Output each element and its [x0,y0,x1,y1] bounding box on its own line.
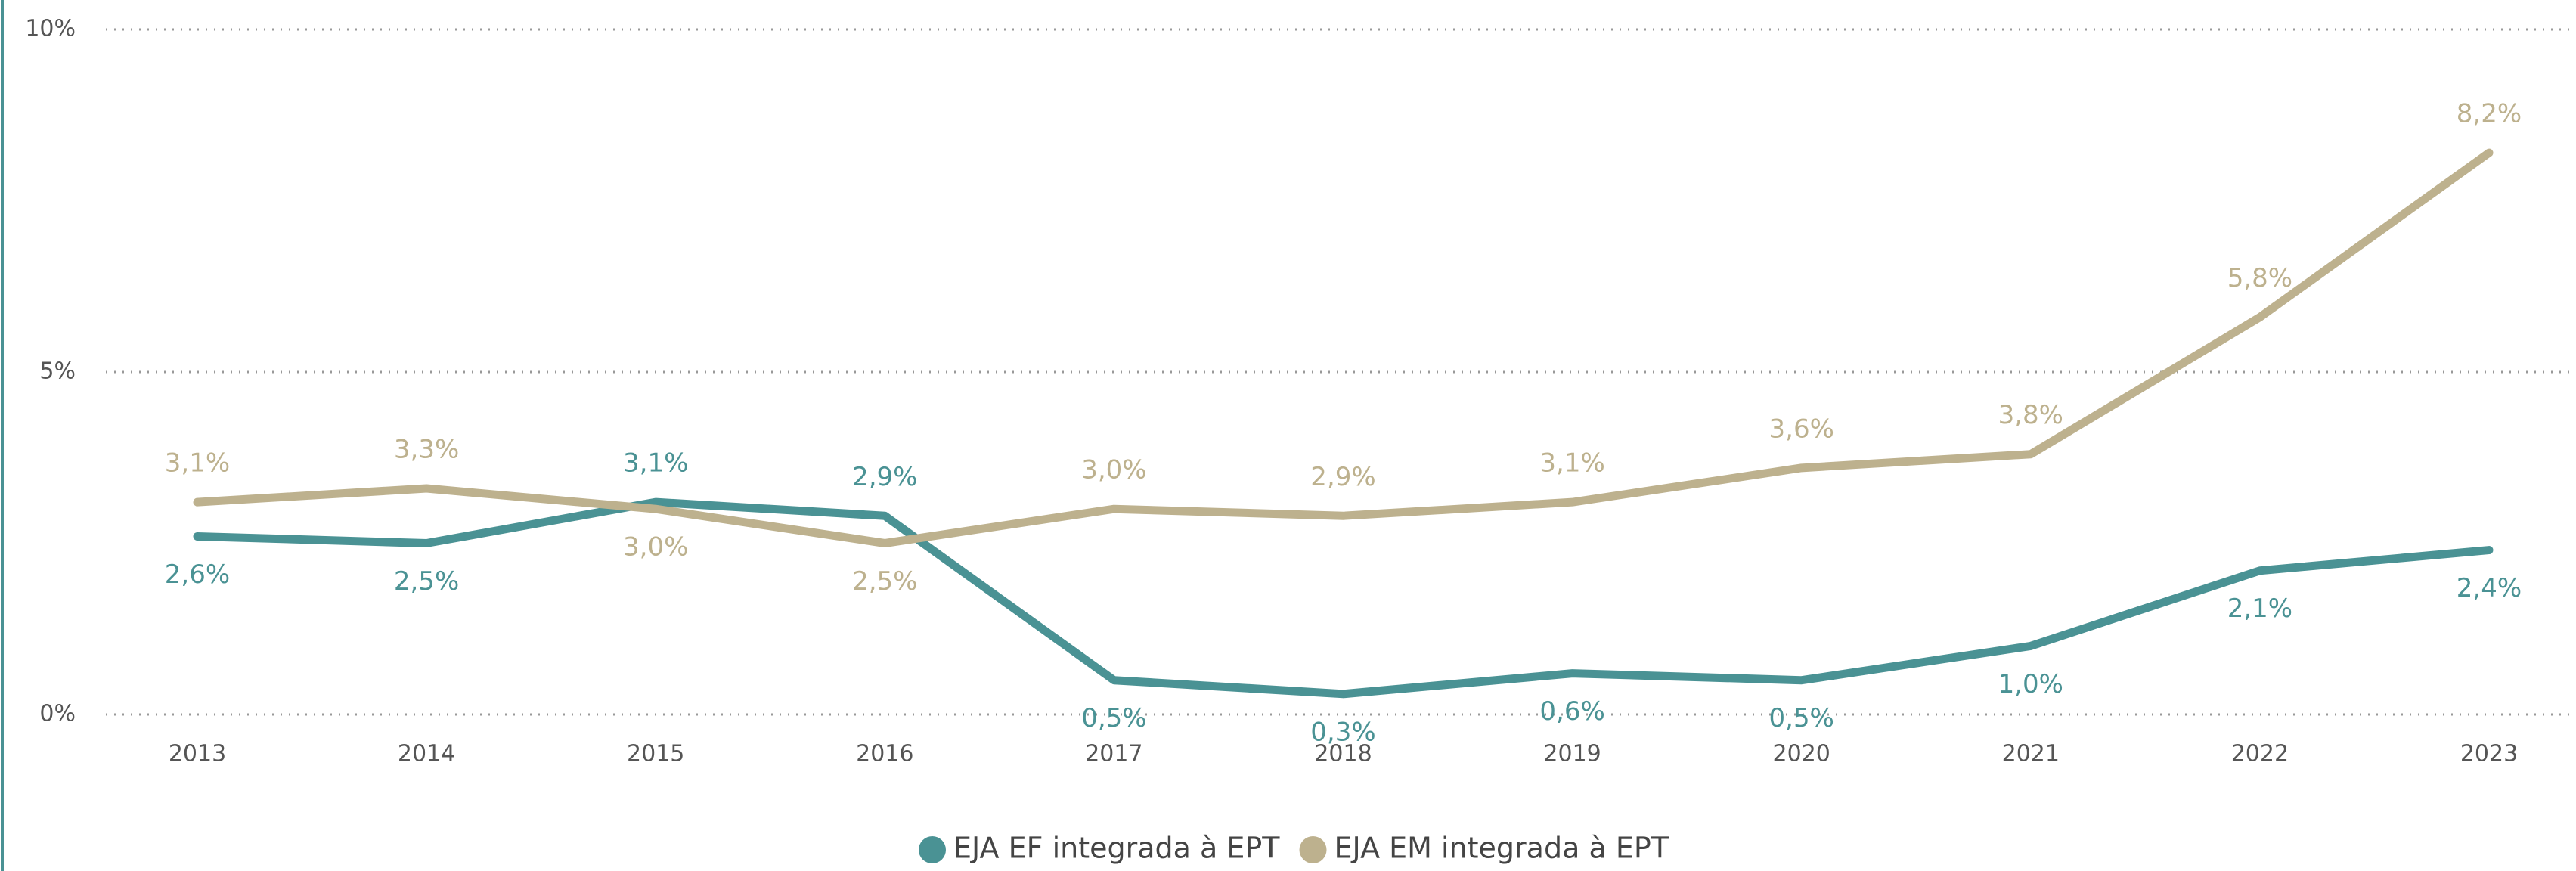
x-tick-label: 2020 [1773,741,1830,767]
legend-label: EJA EF integrada à EPT [953,832,1280,865]
data-label: 3,1% [623,448,688,479]
x-tick-label: 2014 [398,741,455,767]
data-label: 3,8% [1998,400,2063,430]
x-tick-label: 2017 [1085,741,1142,767]
data-label: 3,1% [1539,448,1604,479]
data-label: 3,0% [1081,455,1146,485]
data-label: 2,6% [165,559,230,590]
legend: EJA EF integrada à EPT EJA EM integrada à… [919,832,1669,865]
data-label: 2,1% [2227,594,2292,624]
data-label: 5,8% [2227,263,2292,293]
data-label: 0,5% [1081,703,1146,733]
x-tick-label: 2023 [2460,741,2518,767]
data-label: 8,2% [2457,99,2522,129]
data-label: 2,5% [394,566,459,597]
data-label: 0,6% [1539,696,1604,727]
data-label: 1,0% [1998,669,2063,699]
x-tick-label: 2019 [1543,741,1601,767]
y-tick-label: 0% [39,701,76,727]
data-label: 2,5% [852,566,917,597]
y-tick-label: 5% [39,358,76,385]
y-tick-label: 10% [25,16,76,42]
x-tick-label: 2013 [169,741,226,767]
data-label: 3,1% [165,448,230,479]
data-label: 3,3% [394,435,459,465]
data-label: 3,0% [623,532,688,563]
data-label: 3,6% [1769,414,1834,444]
x-tick-label: 2015 [627,741,684,767]
x-tick-label: 2016 [856,741,913,767]
series-line [193,497,2494,699]
x-tick-label: 2021 [2002,741,2060,767]
x-tick-label: 2018 [1314,741,1372,767]
legend-label: EJA EM integrada à EPT [1334,832,1669,865]
x-tick-label: 2022 [2231,741,2289,767]
legend-swatch [1299,836,1327,863]
data-label: 2,4% [2457,573,2522,603]
data-label: 2,9% [852,462,917,492]
data-label: 0,3% [1310,717,1375,747]
data-label: 0,5% [1769,703,1834,733]
legend-swatch [919,836,946,863]
series-line [193,148,2494,547]
data-label: 2,9% [1310,462,1375,492]
